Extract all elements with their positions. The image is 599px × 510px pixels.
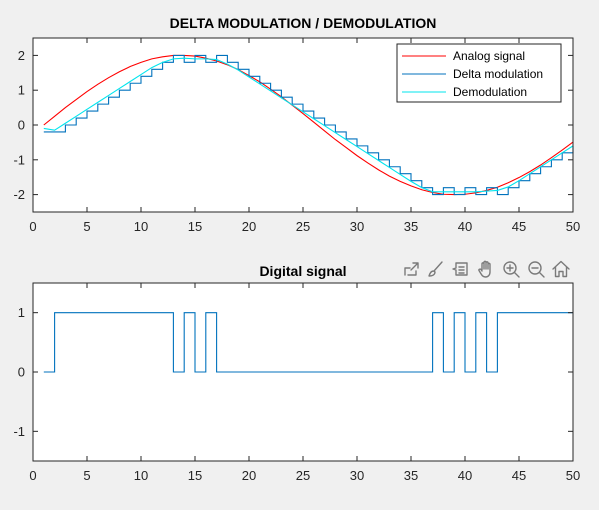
data-tips-icon[interactable]	[450, 259, 470, 279]
top-x-tick-label: 30	[350, 219, 364, 234]
top-y-tick-label: -2	[13, 187, 25, 202]
bottom-x-tick-label: 45	[512, 468, 526, 483]
legend-label-delta: Delta modulation	[453, 67, 543, 81]
legend: Analog signal Delta modulation Demodulat…	[396, 43, 562, 103]
top-y-tick-label: -1	[13, 152, 25, 167]
bottom-y-tick-label: 0	[18, 365, 25, 380]
top-y-tick-label: 2	[18, 48, 25, 63]
top-y-tick-label: 0	[18, 118, 25, 133]
bottom-x-tick-label: 30	[350, 468, 364, 483]
bottom-y-tick-label: 1	[18, 305, 25, 320]
home-icon[interactable]	[551, 259, 571, 279]
bottom-x-tick-label: 40	[458, 468, 472, 483]
bottom-axes: Digital signal 0 5 10 15 20 25 30 35 40 45 50 -1 0 1	[13, 263, 580, 483]
pan-hand-icon[interactable]	[476, 259, 496, 279]
bottom-x-tick-label: 5	[83, 468, 90, 483]
bottom-x-tick-label: 20	[242, 468, 256, 483]
axes-toolbar	[401, 259, 571, 279]
top-series-2-line	[43, 57, 574, 193]
bottom-chart-title: Digital signal	[259, 263, 346, 279]
bottom-x-tick-label: 35	[404, 468, 418, 483]
top-x-tick-label: 35	[404, 219, 418, 234]
top-x-tick-label: 50	[566, 219, 580, 234]
bottom-x-tick-label: 50	[566, 468, 580, 483]
top-x-tick-label: 10	[134, 219, 148, 234]
legend-label-demod: Demodulation	[453, 85, 527, 99]
legend-label-analog: Analog signal	[453, 49, 525, 63]
bottom-x-tick-label: 15	[188, 468, 202, 483]
top-chart-title: DELTA MODULATION / DEMODULATION	[170, 15, 437, 31]
bottom-x-tick-label: 10	[134, 468, 148, 483]
top-x-tick-label: 0	[29, 219, 36, 234]
export-icon[interactable]	[401, 259, 421, 279]
top-x-tick-label: 25	[296, 219, 310, 234]
zoom-out-icon[interactable]	[526, 259, 546, 279]
top-x-tick-label: 40	[458, 219, 472, 234]
bottom-x-tick-label: 25	[296, 468, 310, 483]
bottom-series-0-line	[43, 312, 573, 373]
bottom-x-tick-label: 0	[29, 468, 36, 483]
top-y-tick-label: 1	[18, 83, 25, 98]
top-x-tick-label: 45	[512, 219, 526, 234]
zoom-in-icon[interactable]	[501, 259, 521, 279]
top-series-1-line	[43, 54, 574, 196]
top-axes: DELTA MODULATION / DEMODULATION 0 5 10 15 20…	[13, 15, 580, 234]
bottom-y-tick-label: -1	[13, 424, 25, 439]
top-x-tick-label: 15	[188, 219, 202, 234]
top-x-tick-label: 20	[242, 219, 256, 234]
top-x-tick-label: 5	[83, 219, 90, 234]
brush-icon[interactable]	[425, 259, 445, 279]
